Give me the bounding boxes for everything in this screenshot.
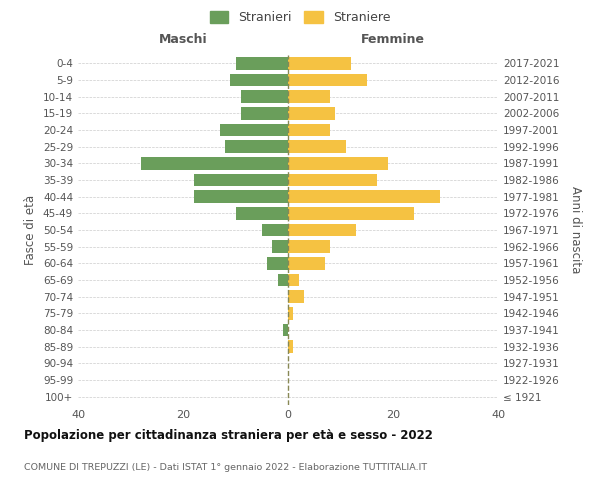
Text: COMUNE DI TREPUZZI (LE) - Dati ISTAT 1° gennaio 2022 - Elaborazione TUTTITALIA.I: COMUNE DI TREPUZZI (LE) - Dati ISTAT 1° … bbox=[24, 464, 427, 472]
Bar bbox=[241, 90, 288, 103]
Bar bbox=[272, 240, 288, 253]
Bar bbox=[225, 140, 288, 153]
Bar bbox=[288, 57, 351, 70]
Bar bbox=[288, 74, 367, 86]
Bar bbox=[288, 274, 299, 286]
Bar bbox=[288, 224, 356, 236]
Bar bbox=[220, 124, 288, 136]
Bar bbox=[288, 240, 330, 253]
Bar bbox=[235, 57, 288, 70]
Bar bbox=[230, 74, 288, 86]
Y-axis label: Fasce di età: Fasce di età bbox=[25, 195, 37, 265]
Bar bbox=[235, 207, 288, 220]
Bar bbox=[288, 257, 325, 270]
Bar bbox=[288, 190, 440, 203]
Bar bbox=[288, 124, 330, 136]
Text: Maschi: Maschi bbox=[158, 34, 208, 46]
Bar bbox=[277, 274, 288, 286]
Bar bbox=[283, 324, 288, 336]
Bar bbox=[288, 140, 346, 153]
Bar bbox=[288, 174, 377, 186]
Bar bbox=[193, 190, 288, 203]
Bar bbox=[288, 290, 304, 303]
Bar bbox=[141, 157, 288, 170]
Bar bbox=[288, 340, 293, 353]
Bar bbox=[288, 207, 414, 220]
Legend: Stranieri, Straniere: Stranieri, Straniere bbox=[209, 11, 391, 24]
Bar bbox=[288, 157, 388, 170]
Bar bbox=[241, 107, 288, 120]
Bar bbox=[288, 307, 293, 320]
Bar bbox=[288, 90, 330, 103]
Bar bbox=[262, 224, 288, 236]
Bar bbox=[288, 107, 335, 120]
Y-axis label: Anni di nascita: Anni di nascita bbox=[569, 186, 582, 274]
Bar bbox=[193, 174, 288, 186]
Text: Femmine: Femmine bbox=[361, 34, 425, 46]
Bar bbox=[267, 257, 288, 270]
Text: Popolazione per cittadinanza straniera per età e sesso - 2022: Popolazione per cittadinanza straniera p… bbox=[24, 430, 433, 442]
